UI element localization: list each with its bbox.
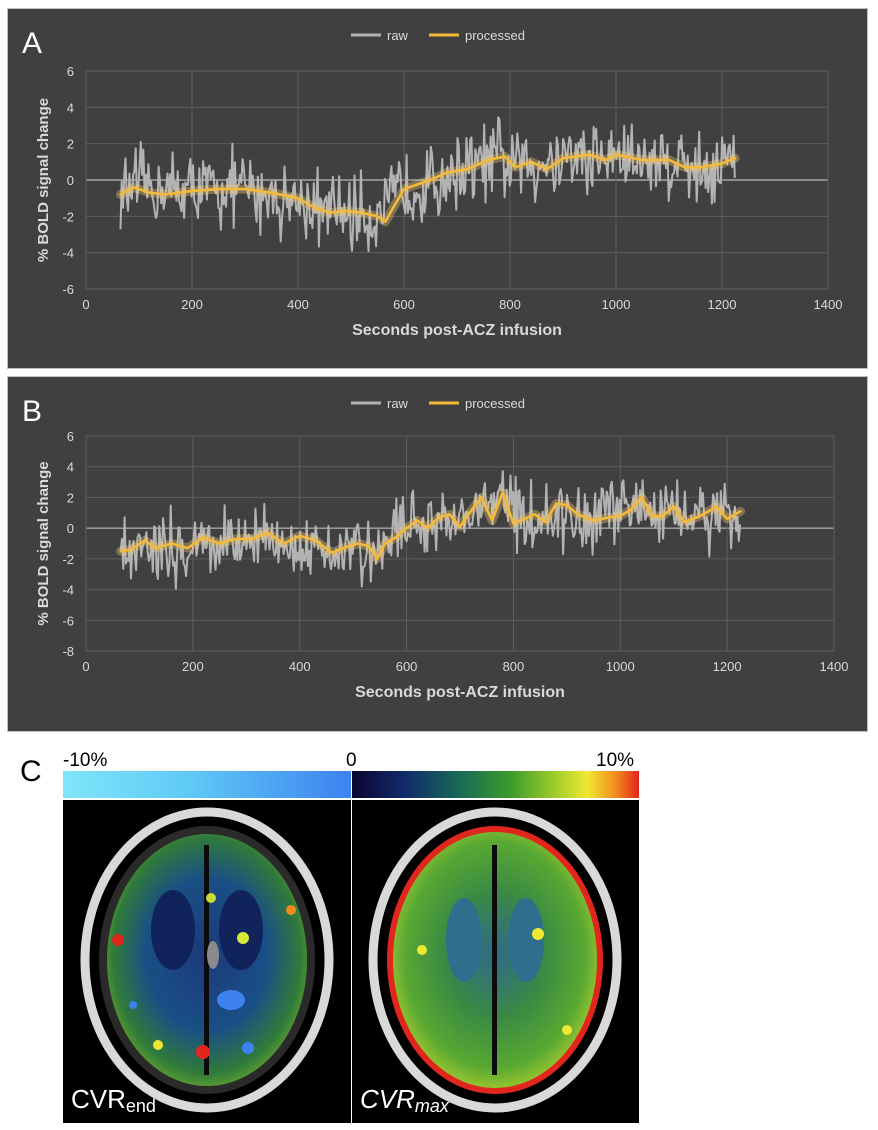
x-tick-label: 1000	[606, 659, 635, 674]
y-tick-label: 4	[67, 460, 74, 475]
y-tick-label: -6	[62, 282, 74, 297]
brain-image-left	[80, 807, 334, 1113]
colorbar-negative	[63, 771, 351, 798]
colorbar-positive	[352, 771, 639, 798]
x-axis-label: Seconds post-ACZ infusion	[355, 684, 565, 701]
series-processed-line	[119, 153, 737, 224]
x-tick-label: 0	[82, 659, 89, 674]
panel-a-letter: A	[22, 27, 43, 60]
panel-b-letter: B	[22, 395, 43, 428]
y-axis-label: % BOLD signal change	[35, 461, 52, 625]
y-tick-label: 2	[67, 490, 74, 505]
y-tick-label: -4	[62, 246, 74, 261]
y-tick-label: -4	[62, 583, 74, 598]
panel-c-letter: C	[20, 755, 42, 788]
legend-processed-label: processed	[465, 28, 525, 43]
chart-b-svg: -8 -6 -4 -2 0 2 4 6 0 200 400 600 800 1000 1200 1400 Sec…	[35, 396, 849, 701]
y-tick-label: 4	[67, 100, 74, 115]
x-tick-label: 1400	[814, 297, 843, 312]
x-tick-label: 800	[503, 659, 525, 674]
x-tick-label: 1400	[820, 659, 849, 674]
brain-image-right	[368, 807, 622, 1113]
brain-label-left: CVRend	[71, 1084, 156, 1116]
x-tick-label: 600	[393, 297, 415, 312]
series-raw-line	[119, 116, 736, 253]
x-tick-label: 400	[287, 297, 309, 312]
x-tick-label: 1200	[708, 297, 737, 312]
x-axis-label: Seconds post-ACZ infusion	[352, 322, 562, 339]
series-processed-line	[119, 491, 742, 561]
chart-a-svg: -6 -4 -2 0 2 4 6 0 200 400 600 800 1000 1200 1400 Secon…	[35, 28, 843, 339]
brain-map-cvr-max: CVRmax	[352, 800, 639, 1123]
chart-panel-a: -6 -4 -2 0 2 4 6 0 200 400 600 800 1000 1200 1400 Secon…	[7, 8, 868, 369]
brain-map-cvr-end: CVRend	[63, 800, 351, 1123]
x-tick-label: 0	[82, 297, 89, 312]
x-tick-label: 200	[181, 297, 203, 312]
y-tick-label: 2	[67, 137, 74, 152]
legend-processed-label: processed	[465, 396, 525, 411]
y-axis-label: % BOLD signal change	[35, 98, 52, 262]
colorbar-zero-label: 0	[346, 750, 357, 771]
y-tick-label: 0	[67, 521, 74, 536]
colorbar-pos-label: 10%	[596, 750, 635, 771]
x-tick-label: 1000	[602, 297, 631, 312]
series-raw-line	[119, 470, 742, 590]
x-tick-label: 200	[182, 659, 204, 674]
y-tick-label: -6	[62, 613, 74, 628]
x-tick-label: 400	[289, 659, 311, 674]
y-tick-label: -2	[62, 552, 74, 567]
y-tick-label: -8	[62, 644, 74, 659]
x-tick-label: 800	[499, 297, 521, 312]
x-tick-label: 1200	[713, 659, 742, 674]
chart-panel-b: -8 -6 -4 -2 0 2 4 6 0 200 400 600 800 1000 1200 1400 Sec…	[7, 376, 868, 732]
y-tick-label: 0	[67, 173, 74, 188]
legend-raw-label: raw	[387, 28, 409, 43]
y-tick-label: 6	[67, 429, 74, 444]
brain-label-right: CVRmax	[360, 1084, 449, 1116]
x-tick-label: 600	[396, 659, 418, 674]
y-tick-label: 6	[67, 64, 74, 79]
y-tick-label: -2	[62, 209, 74, 224]
legend-raw-label: raw	[387, 396, 409, 411]
colorbar-neg-label: -10%	[63, 750, 108, 771]
